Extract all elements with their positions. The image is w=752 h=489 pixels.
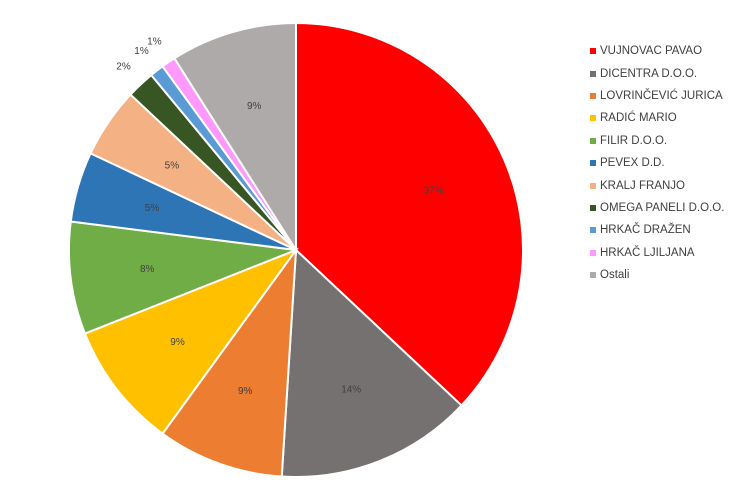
legend-label: KRALJ FRANJO [600, 179, 685, 192]
data-label-hrkac-ljiljana: 1% [147, 37, 162, 48]
legend-item-dicentra-d-o-o: DICENTRA D.O.O. [590, 62, 750, 84]
pie-slice-ostali [172, 21, 297, 254]
legend-label: LOVRINČEVIĆ JURICA [600, 89, 723, 102]
legend-item-hrkac-ljiljana: HRKAČ LJILJANA [590, 242, 750, 264]
legend-swatch [590, 92, 596, 99]
legend-label: HRKAČ LJILJANA [600, 246, 695, 259]
legend-label: OMEGA PANELI D.O.O. [600, 201, 725, 214]
data-label-dicentra-d-o-o: 14% [341, 385, 361, 396]
data-label-hrkac-drazen: 1% [134, 46, 149, 57]
legend: VUJNOVAC PAVAO DICENTRA D.O.O. LOVRINČEVIĆ… [590, 40, 750, 286]
data-label-lovrincevic-jurica: 9% [238, 386, 253, 397]
data-label-pevex-d-d: 5% [145, 203, 160, 214]
legend-label: HRKAČ DRAŽEN [600, 224, 691, 237]
pie-slice-vujnovac-pavao [295, 21, 525, 407]
legend-item-omega-paneli-d-o-o: OMEGA PANELI D.O.O. [590, 197, 750, 219]
legend-swatch [590, 182, 596, 189]
data-label-ostali: 9% [247, 101, 262, 112]
legend-label: DICENTRA D.O.O. [600, 67, 698, 80]
legend-swatch [590, 70, 596, 77]
pie-slice-filir-d-o-o [68, 220, 297, 335]
legend-swatch [590, 160, 596, 167]
pie-slice-lovrincevic-jurica [161, 246, 298, 478]
data-label-omega-paneli-d-o-o: 2% [116, 61, 131, 72]
legend-label: PEVEX D.D. [600, 157, 665, 170]
legend-swatch [590, 272, 596, 279]
legend-label: VUJNOVAC PAVAO [600, 45, 703, 58]
legend-label: FILIR D.O.O. [600, 134, 668, 147]
legend-item-kralj-franjo: KRALJ FRANJO [590, 174, 750, 196]
legend-swatch [590, 204, 596, 211]
data-label-radic-mario: 9% [170, 337, 185, 348]
legend-swatch [590, 48, 596, 55]
legend-item-filir-d-o-o: FILIR D.O.O. [590, 130, 750, 152]
legend-item-vujnovac-pavao: VUJNOVAC PAVAO [590, 40, 750, 62]
legend-item-hrkac-drazen: HRKAČ DRAŽEN [590, 219, 750, 241]
legend-item-lovrincevic-jurica: LOVRINČEVIĆ JURICA [590, 85, 750, 107]
legend-label: Ostali [600, 269, 630, 282]
data-label-filir-d-o-o: 8% [140, 264, 155, 275]
data-label-vujnovac-pavao: 37% [424, 185, 444, 196]
legend-swatch [590, 115, 596, 122]
legend-swatch [590, 249, 596, 256]
legend-item-pevex-d-d: PEVEX D.D. [590, 152, 750, 174]
legend-item-ostali: Ostali [590, 264, 750, 286]
legend-label: RADIĆ MARIO [600, 112, 677, 125]
pie-slice-radic-mario [83, 247, 299, 436]
legend-item-radic-mario: RADIĆ MARIO [590, 107, 750, 129]
data-label-kralj-franjo: 5% [165, 161, 180, 172]
pie-slice-dicentra-d-o-o [280, 247, 463, 478]
legend-swatch [590, 137, 596, 144]
legend-swatch [590, 227, 596, 234]
